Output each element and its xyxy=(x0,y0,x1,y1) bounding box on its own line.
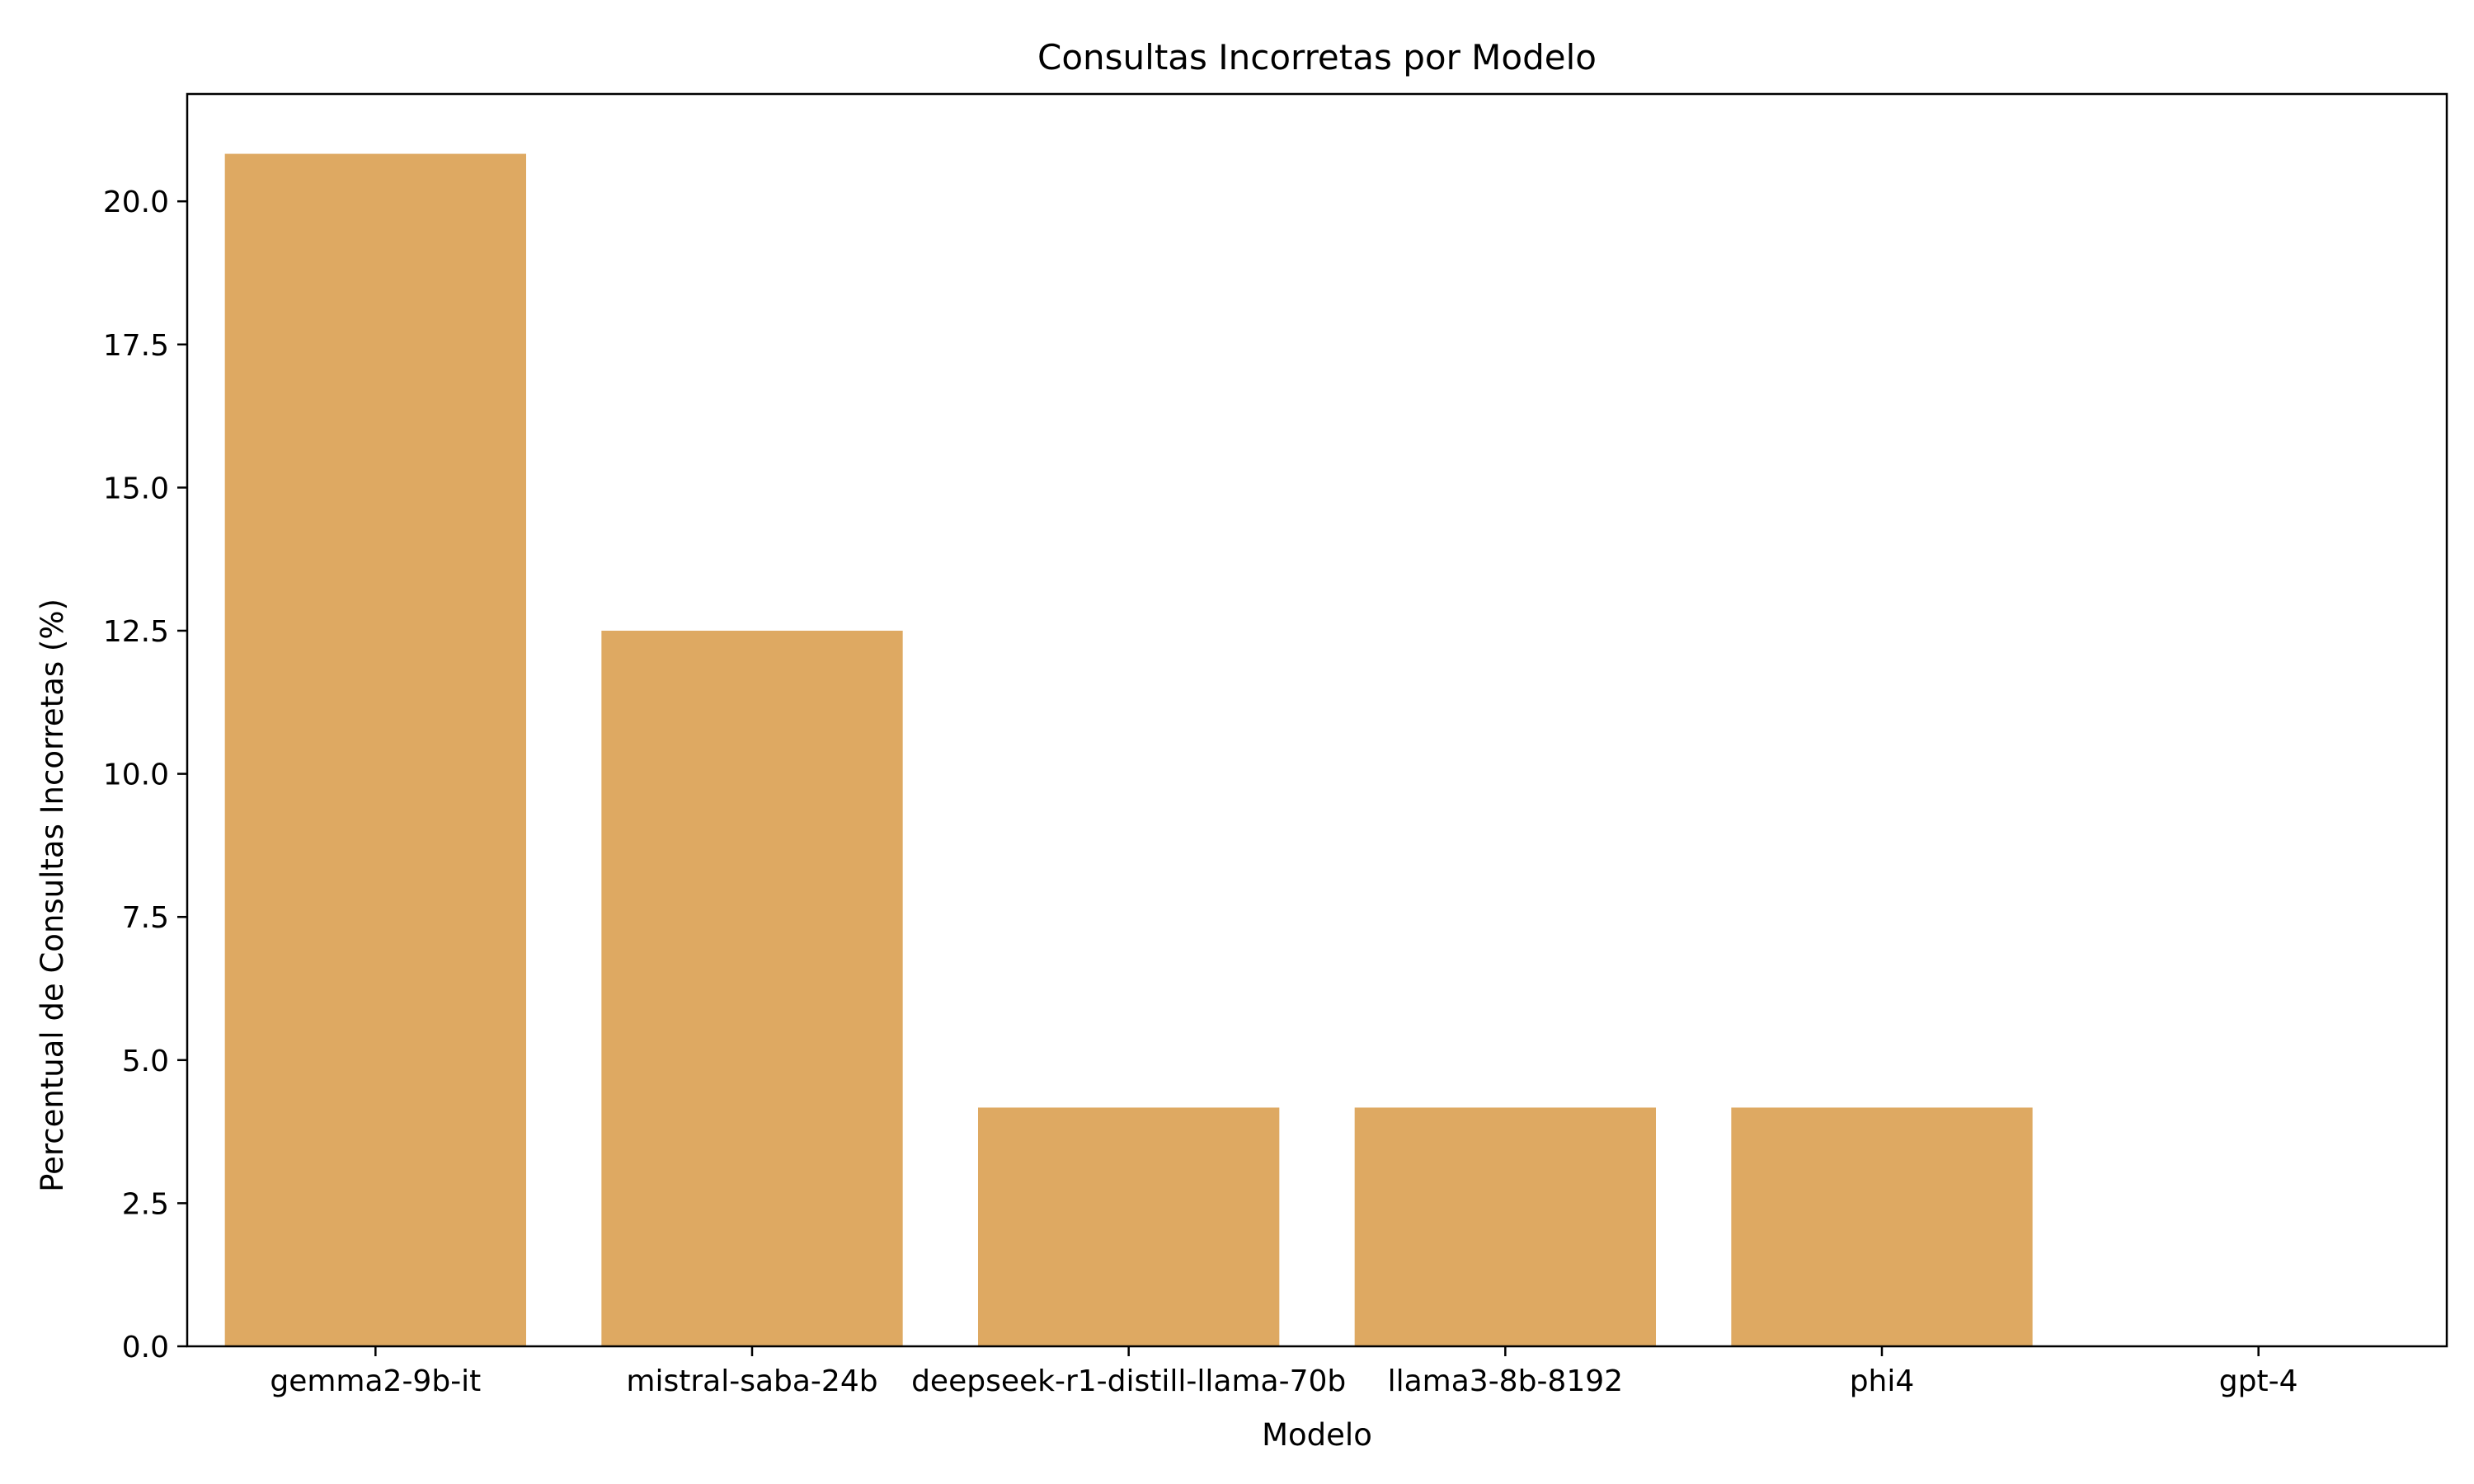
plot-frame xyxy=(186,92,2448,1348)
y-tick-label: 12.5 xyxy=(103,615,169,649)
x-tick-label: mistral-saba-24b xyxy=(626,1364,877,1398)
x-tick-label: gemma2-9b-it xyxy=(270,1364,481,1398)
y-tick-label: 10.0 xyxy=(103,758,169,792)
x-tick-label: llama3-8b-8192 xyxy=(1388,1364,1623,1398)
y-tick-label: 7.5 xyxy=(122,901,169,935)
x-axis-label: Modelo xyxy=(1262,1417,1372,1453)
y-tick-label: 15.0 xyxy=(103,472,169,505)
y-tick-label: 0.0 xyxy=(122,1331,169,1364)
x-axis-ticks: gemma2-9b-it mistral-saba-24b deepseek-r1-… xyxy=(270,1346,2298,1398)
y-tick-label: 5.0 xyxy=(122,1045,169,1078)
chart-title: Consultas Incorretas por Modelo xyxy=(1037,37,1597,77)
bar-3 xyxy=(978,1107,1280,1346)
y-axis-ticks: 0.0 2.5 5.0 7.5 10.0 12.5 15.0 17.5 20.0 xyxy=(103,186,187,1364)
x-tick-label: gpt-4 xyxy=(2219,1364,2298,1398)
y-tick-label: 20.0 xyxy=(103,186,169,219)
bar-1 xyxy=(224,153,526,1346)
bar-2 xyxy=(601,631,903,1346)
bar-5 xyxy=(1731,1107,2033,1346)
bar-4 xyxy=(1354,1107,1656,1346)
y-tick-label: 17.5 xyxy=(103,329,169,363)
x-tick-label: deepseek-r1-distill-llama-70b xyxy=(911,1364,1346,1398)
y-tick-label: 2.5 xyxy=(122,1187,169,1221)
bars-group xyxy=(224,153,2033,1346)
x-tick-label: phi4 xyxy=(1850,1364,1915,1398)
y-axis-label: Percentual de Consultas Incorretas (%) xyxy=(35,599,70,1192)
